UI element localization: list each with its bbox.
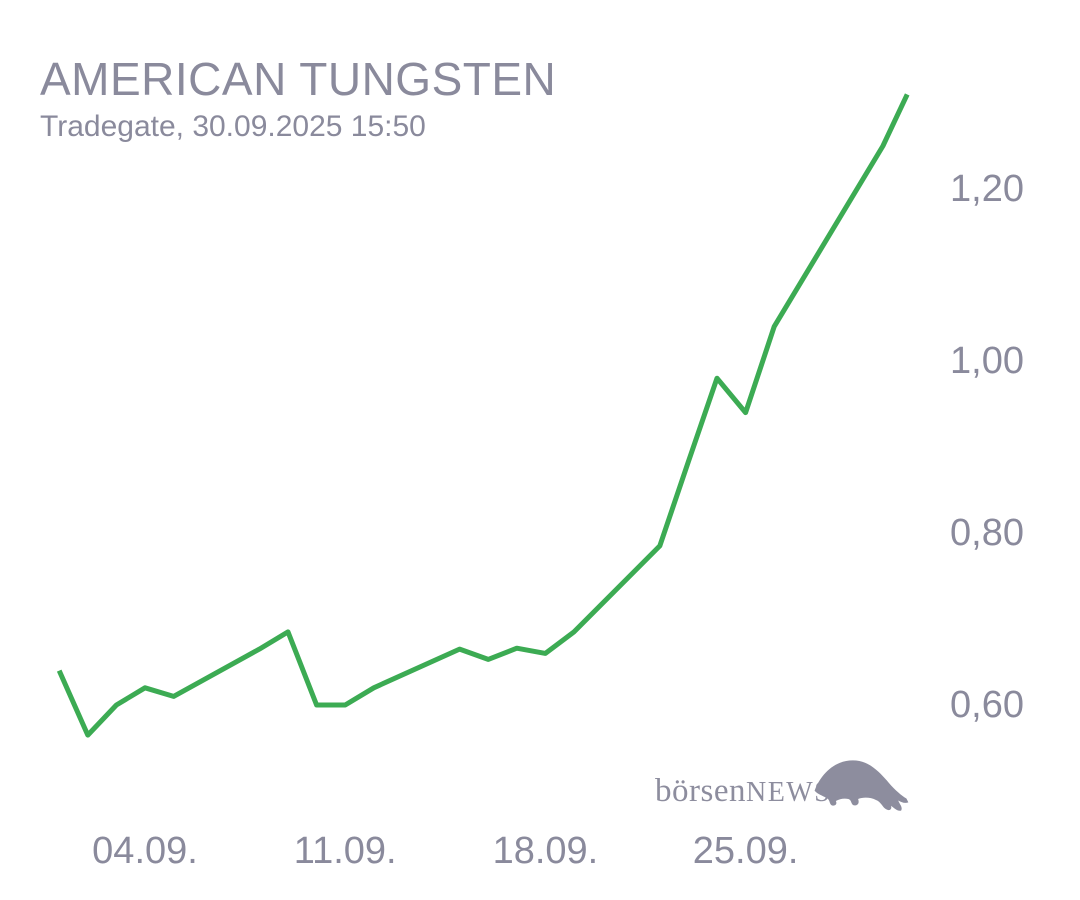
bear-silhouette [814, 760, 909, 811]
y-axis-tick-label: 1,20 [950, 168, 1024, 210]
price-line-series [56, 93, 910, 738]
x-axis-tick-label: 04.09. [92, 830, 198, 872]
bear-icon [814, 760, 909, 811]
borsennews-logo: börsenNEWS [655, 756, 915, 816]
y-axis-tick-label: 0,80 [950, 512, 1024, 554]
y-axis-tick-label: 1,00 [950, 340, 1024, 382]
chart-title: AMERICAN TUNGSTEN [40, 53, 557, 105]
x-axis-tick-label: 25.09. [692, 830, 799, 872]
logo-suffix: NEWS [745, 777, 832, 808]
borsennews-logo-text: börsenNEWS [655, 773, 831, 810]
logo-prefix: börsen [655, 773, 746, 809]
chart-subtitle: Tradegate, 30.09.2025 15:50 [40, 110, 426, 143]
x-axis-tick-label: 11.09. [293, 830, 397, 872]
y-axis-tick-label: 0,60 [950, 684, 1024, 726]
x-axis-tick-label: 18.09. [492, 830, 599, 872]
chart-header: AMERICAN TUNGSTEN Tradegate, 30.09.2025 … [40, 56, 556, 142]
